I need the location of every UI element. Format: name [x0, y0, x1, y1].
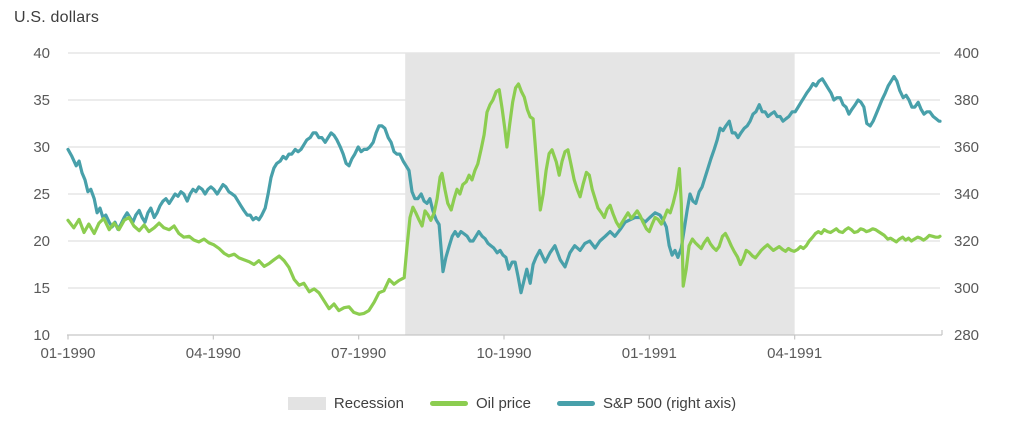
s-p-500-right-axis-line [66, 74, 942, 295]
y-left-label-25: 25 [33, 186, 50, 203]
s-p-500-right-axis-swatch-icon [556, 400, 595, 406]
oil-price-swatch-icon [429, 400, 468, 406]
y-left-label-10: 10 [33, 327, 50, 344]
y-right-label-320: 320 [954, 233, 979, 250]
x-label-10-1990: 10-1990 [476, 345, 531, 362]
x-label-07-1990: 07-1990 [331, 345, 386, 362]
y-left-label-30: 30 [33, 139, 50, 156]
y-right-label-360: 360 [954, 139, 979, 156]
x-label-04-1991: 04-1991 [767, 345, 822, 362]
recession-swatch-icon [287, 396, 326, 410]
left-axis-title: U.S. dollars [14, 9, 100, 26]
oil-price-line [66, 82, 942, 316]
legend-item-recession: Recession [287, 394, 404, 412]
y-right-label-380: 380 [954, 92, 979, 109]
x-label-01-1991: 01-1991 [622, 345, 677, 362]
y-right-label-340: 340 [954, 186, 979, 203]
y-right-label-300: 300 [954, 280, 979, 297]
y-right-label-400: 400 [954, 45, 979, 62]
legend-item-s-p-500-right-axis: S&P 500 (right axis) [556, 394, 737, 412]
recession-band [405, 53, 795, 335]
x-label-04-1990: 04-1990 [186, 345, 241, 362]
y-left-label-20: 20 [33, 233, 50, 250]
x-label-01-1990: 01-1990 [40, 345, 95, 362]
chart-legend: Recession Oil price S&P 500 (right axis) [0, 391, 1024, 415]
y-left-label-35: 35 [33, 92, 50, 109]
legend-item-oil-price: Oil price [429, 394, 531, 412]
y-left-label-15: 15 [33, 280, 50, 297]
y-right-label-280: 280 [954, 327, 979, 344]
legend-label: Oil price [475, 394, 531, 412]
legend-label: S&P 500 (right axis) [602, 394, 737, 412]
legend-label: Recession [333, 394, 404, 412]
y-left-label-40: 40 [33, 45, 50, 62]
